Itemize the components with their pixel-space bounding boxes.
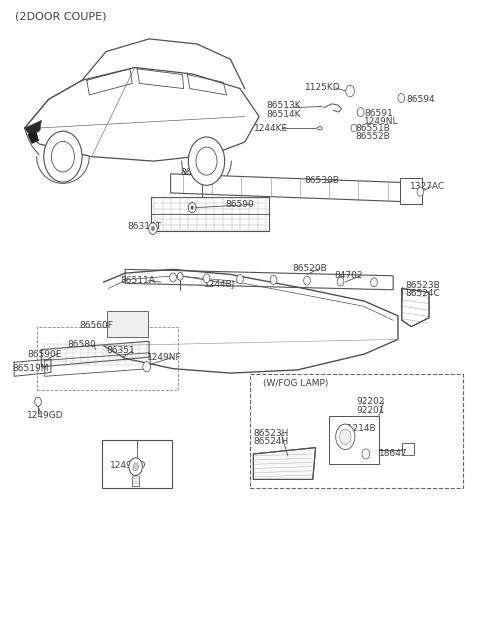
Text: 1249GD: 1249GD [27,412,64,420]
Circle shape [371,278,377,286]
Text: (2DOOR COUPE): (2DOOR COUPE) [15,11,107,22]
Text: 1244KE: 1244KE [254,124,288,133]
Text: 86520B: 86520B [293,263,327,272]
Circle shape [346,85,354,97]
Text: 86560F: 86560F [80,321,114,330]
Text: 86350: 86350 [180,168,209,177]
Text: 86530B: 86530B [305,175,339,185]
Circle shape [133,463,139,470]
Circle shape [357,108,364,117]
Circle shape [188,202,196,212]
Circle shape [304,276,311,285]
Text: 86590: 86590 [226,200,254,209]
Polygon shape [125,269,393,290]
Circle shape [51,142,74,172]
Text: 1244BJ: 1244BJ [204,280,236,289]
Circle shape [149,223,157,234]
Bar [107,311,148,337]
Text: 84702: 84702 [335,271,363,280]
Circle shape [270,276,277,285]
Polygon shape [24,121,41,137]
Text: 1249NL: 1249NL [364,117,399,126]
Circle shape [398,94,405,103]
Circle shape [417,187,424,196]
Circle shape [339,429,351,445]
Text: 91214B: 91214B [341,424,376,433]
Text: 86591: 86591 [364,109,393,118]
Bar [402,443,414,455]
Text: 86511A: 86511A [120,276,155,285]
Text: 86551B: 86551B [356,124,391,133]
Circle shape [169,273,176,282]
Text: 86524H: 86524H [253,438,288,447]
Text: 1327AC: 1327AC [410,182,445,191]
Text: 86524C: 86524C [405,289,440,298]
FancyBboxPatch shape [250,375,463,487]
Text: 86552B: 86552B [356,132,391,141]
Bar [328,417,379,464]
Text: 18647: 18647 [379,449,408,459]
Text: 86514K: 86514K [266,110,301,119]
Text: 1249NF: 1249NF [147,353,181,362]
Text: 86590E: 86590E [27,350,61,359]
Circle shape [237,274,243,283]
Polygon shape [27,133,39,144]
Text: 86523H: 86523H [253,429,289,438]
Circle shape [351,124,357,132]
Text: 86519M: 86519M [12,364,49,373]
Circle shape [362,449,370,459]
Bar [102,440,171,487]
Text: 86594: 86594 [407,95,435,104]
Bar [400,177,422,204]
Polygon shape [170,174,422,202]
Circle shape [35,397,41,406]
Text: 86310T: 86310T [128,222,162,231]
Circle shape [143,362,151,372]
Text: 86351: 86351 [106,346,135,355]
Text: 92201: 92201 [357,406,385,415]
Text: 86513K: 86513K [266,101,301,110]
Polygon shape [253,448,316,479]
Circle shape [191,205,193,209]
Text: 1125KD: 1125KD [305,84,340,93]
Circle shape [151,226,155,231]
Circle shape [196,147,217,175]
Circle shape [203,274,210,283]
Text: 1249ND: 1249ND [110,461,146,470]
Text: (W/FOG LAMP): (W/FOG LAMP) [263,380,328,389]
Text: 86580: 86580 [68,340,96,349]
Circle shape [44,131,82,182]
Circle shape [188,137,225,185]
Text: 92202: 92202 [357,397,385,406]
Polygon shape [402,288,429,327]
Circle shape [177,272,183,280]
Text: 86523B: 86523B [405,281,440,290]
Circle shape [337,277,344,286]
Circle shape [336,424,355,450]
Circle shape [129,458,143,475]
